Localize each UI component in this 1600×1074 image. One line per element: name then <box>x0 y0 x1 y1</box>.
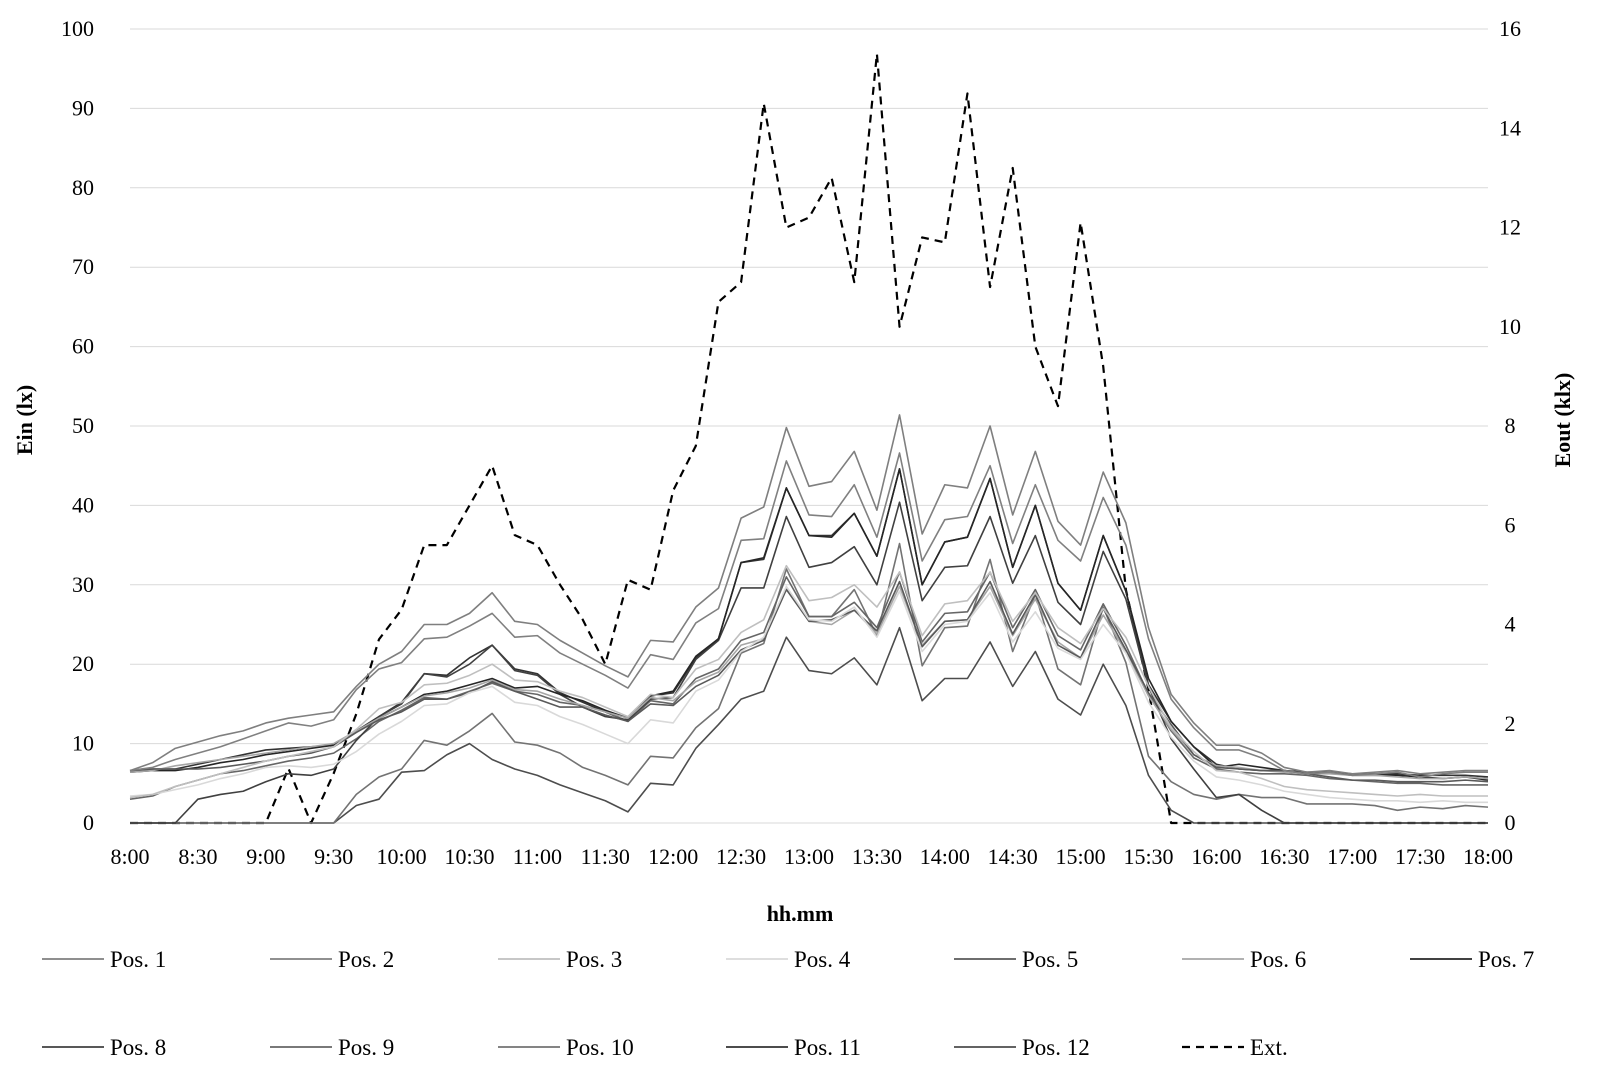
series-lines <box>129 52 1489 825</box>
x-tick-label-8-30: 8:30 <box>178 844 217 869</box>
x-tick-label-13-00: 13:00 <box>784 844 834 869</box>
series-line-pos-2 <box>129 452 1488 778</box>
gridlines <box>130 28 1488 824</box>
legend-label-pos-1: Pos. 1 <box>110 947 166 972</box>
x-tick-label-13-30: 13:30 <box>852 844 902 869</box>
x-tick-label-9-30: 9:30 <box>314 844 353 869</box>
x-tick-label-9-00: 9:00 <box>246 844 285 869</box>
x-tick-label-12-00: 12:00 <box>648 844 698 869</box>
right-tick-label-6: 6 <box>1505 512 1516 537</box>
legend-label-ext: Ext. <box>1250 1035 1288 1060</box>
right-tick-label-0: 0 <box>1505 810 1516 835</box>
series-line-pos-10 <box>130 542 1489 824</box>
legend-label-pos-12: Pos. 12 <box>1022 1035 1090 1060</box>
x-tick-label-17-30: 17:30 <box>1395 844 1445 869</box>
x-axis-ticks: 8:00 8:30 9:00 9:30 10:00 10:30 11:00 11:30 12:0… <box>110 844 1513 869</box>
left-tick-label-80: 80 <box>72 175 94 200</box>
legend-label-pos-11: Pos. 11 <box>794 1035 861 1060</box>
x-tick-label-15-30: 15:30 <box>1123 844 1173 869</box>
x-tick-label-16-30: 16:30 <box>1259 844 1309 869</box>
series-line-pos-8 <box>130 501 1488 824</box>
left-tick-label-30: 30 <box>72 572 94 597</box>
right-tick-label-16: 16 <box>1499 16 1521 41</box>
x-tick-label-18-00: 18:00 <box>1463 844 1513 869</box>
left-y-axis-title: Ein (lx) <box>12 385 37 455</box>
right-tick-label-8: 8 <box>1505 413 1516 438</box>
legend-label-pos-10: Pos. 10 <box>566 1035 634 1060</box>
legend-label-pos-5: Pos. 5 <box>1022 947 1078 972</box>
legend-label-pos-9: Pos. 9 <box>338 1035 394 1060</box>
left-tick-label-50: 50 <box>72 413 94 438</box>
left-tick-label-10: 10 <box>72 731 94 756</box>
left-tick-label-20: 20 <box>72 651 94 676</box>
right-y-axis-ticks: 0 2 4 6 8 10 12 14 16 <box>1499 16 1521 835</box>
series-line-pos-9 <box>129 571 1488 800</box>
right-y-axis-title: Eout (klx) <box>1550 373 1575 468</box>
right-tick-label-2: 2 <box>1505 711 1516 736</box>
x-tick-label-10-00: 10:00 <box>377 844 427 869</box>
series-line-pos-5 <box>129 580 1489 783</box>
x-tick-label-15-00: 15:00 <box>1056 844 1106 869</box>
legend-label-pos-7: Pos. 7 <box>1478 947 1534 972</box>
left-tick-label-0: 0 <box>83 810 94 835</box>
legend: Pos. 1 Pos. 2 Pos. 3 Pos. 4 Pos. 5 Pos. 6 Pos.… <box>42 947 1534 1060</box>
right-tick-label-4: 4 <box>1505 612 1516 637</box>
x-tick-label-17-00: 17:00 <box>1327 844 1377 869</box>
x-tick-label-10-30: 10:30 <box>444 844 494 869</box>
x-tick-label-14-30: 14:30 <box>988 844 1038 869</box>
x-tick-label-16-00: 16:00 <box>1191 844 1241 869</box>
x-tick-label-11-30: 11:30 <box>581 844 630 869</box>
series-line-pos-12 <box>130 626 1488 824</box>
left-tick-label-60: 60 <box>72 334 94 359</box>
legend-label-pos-4: Pos. 4 <box>794 947 851 972</box>
legend-label-pos-8: Pos. 8 <box>110 1035 166 1060</box>
legend-label-pos-3: Pos. 3 <box>566 947 622 972</box>
x-tick-label-12-30: 12:30 <box>716 844 766 869</box>
x-axis-title: hh.mm <box>767 901 834 926</box>
left-tick-label-100: 100 <box>61 16 94 41</box>
left-tick-label-40: 40 <box>72 492 94 517</box>
series-line-pos-3 <box>129 564 1488 799</box>
left-tick-label-70: 70 <box>72 254 94 279</box>
x-tick-label-14-00: 14:00 <box>920 844 970 869</box>
x-tick-label-8-00: 8:00 <box>110 844 149 869</box>
legend-label-pos-2: Pos. 2 <box>338 947 394 972</box>
x-tick-label-11-00: 11:00 <box>513 844 562 869</box>
left-tick-label-90: 90 <box>72 95 94 120</box>
right-tick-label-12: 12 <box>1499 215 1521 240</box>
right-tick-label-14: 14 <box>1499 115 1521 140</box>
legend-label-pos-6: Pos. 6 <box>1250 947 1306 972</box>
series-line-ext <box>130 52 1488 825</box>
left-y-axis-ticks: 0 10 20 30 40 50 60 70 80 90 100 <box>61 16 94 835</box>
series-line-pos-4 <box>129 585 1488 804</box>
series-line-pos-1 <box>129 414 1488 775</box>
right-tick-label-10: 10 <box>1499 314 1521 339</box>
